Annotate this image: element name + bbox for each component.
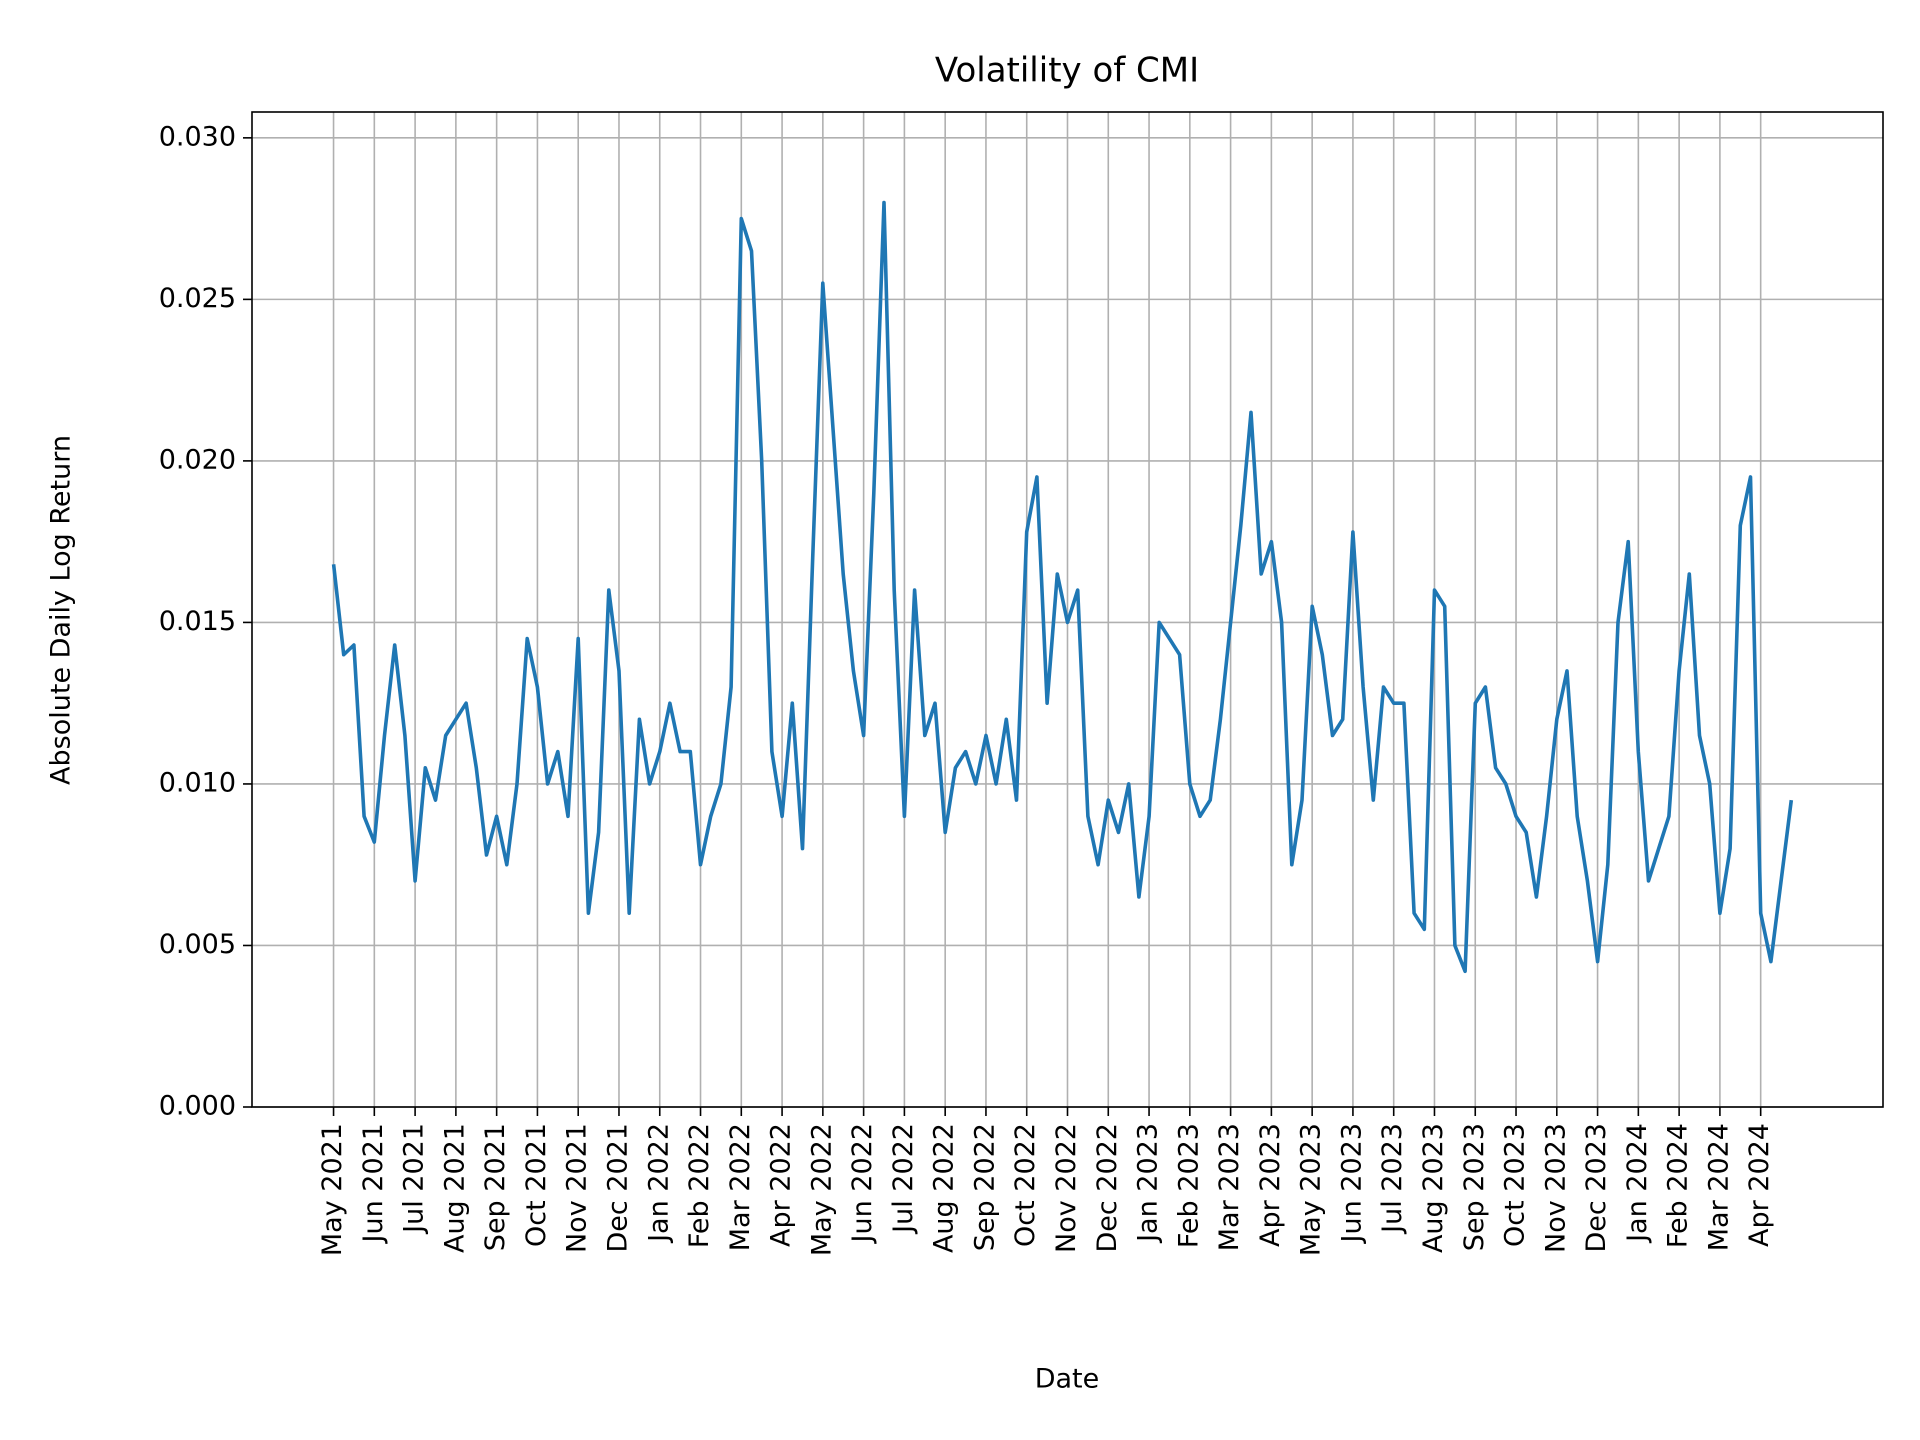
x-tick-label: Dec 2023	[1581, 1123, 1612, 1253]
x-tick-label: Jul 2021	[399, 1123, 430, 1235]
y-axis-label: Absolute Daily Log Return	[46, 435, 77, 785]
y-tick-label: 0.030	[159, 121, 236, 152]
y-tick-label: 0.000	[159, 1091, 236, 1122]
x-tick-label: Apr 2022	[766, 1123, 797, 1247]
x-tick-label: Sep 2021	[480, 1123, 511, 1251]
y-tick-label: 0.015	[159, 606, 236, 637]
x-tick-label: Mar 2023	[1214, 1123, 1245, 1251]
x-tick-label: Apr 2023	[1255, 1123, 1286, 1247]
x-tick-label: Mar 2022	[725, 1123, 756, 1251]
y-tick-label: 0.020	[159, 444, 236, 475]
x-tick-label: Oct 2021	[521, 1123, 552, 1247]
x-tick-label: Feb 2022	[684, 1123, 715, 1248]
x-tick-label: Feb 2024	[1663, 1123, 1694, 1248]
x-tick-label: Dec 2022	[1092, 1123, 1123, 1253]
x-tick-label: Dec 2021	[602, 1123, 633, 1253]
x-tick-label: Jan 2024	[1622, 1123, 1653, 1244]
x-tick-label: Jun 2021	[358, 1123, 389, 1244]
x-tick-label: Oct 2023	[1500, 1123, 1531, 1247]
x-tick-label: Feb 2023	[1173, 1123, 1204, 1248]
x-tick-label: Nov 2021	[562, 1123, 593, 1253]
x-tick-label: Jul 2022	[888, 1123, 919, 1235]
x-tick-label: Nov 2023	[1540, 1123, 1571, 1253]
x-tick-label: Apr 2024	[1744, 1123, 1775, 1247]
x-tick-label: Oct 2022	[1010, 1123, 1041, 1247]
x-axis-label: Date	[1035, 1364, 1100, 1395]
y-tick-label: 0.010	[159, 767, 236, 798]
x-tick-label: Sep 2023	[1459, 1123, 1490, 1251]
x-tick-label: Aug 2023	[1418, 1123, 1449, 1253]
data-line	[331, 200, 1794, 974]
x-tick-label: May 2023	[1296, 1123, 1327, 1256]
x-tick-label: Mar 2024	[1703, 1123, 1734, 1251]
x-tick-label: Sep 2022	[969, 1123, 1000, 1251]
x-tick-label: Jul 2023	[1377, 1123, 1408, 1235]
x-tick-label: May 2022	[806, 1123, 837, 1256]
x-tick-label: Jan 2023	[1133, 1123, 1164, 1244]
x-tick-label: Aug 2022	[929, 1123, 960, 1253]
x-tick-label: May 2021	[317, 1123, 348, 1256]
x-tick-label: Jun 2022	[847, 1123, 878, 1244]
x-tick-label: Nov 2022	[1051, 1123, 1082, 1253]
plot-frame	[251, 111, 1884, 1108]
chart-title: Volatility of CMI	[935, 51, 1199, 91]
x-tick-label: Jun 2023	[1336, 1123, 1367, 1244]
x-tick-label: Jan 2022	[643, 1123, 674, 1244]
x-tick-label: Aug 2021	[439, 1123, 470, 1253]
y-tick-label: 0.005	[159, 929, 236, 960]
y-tick-label: 0.025	[159, 283, 236, 314]
